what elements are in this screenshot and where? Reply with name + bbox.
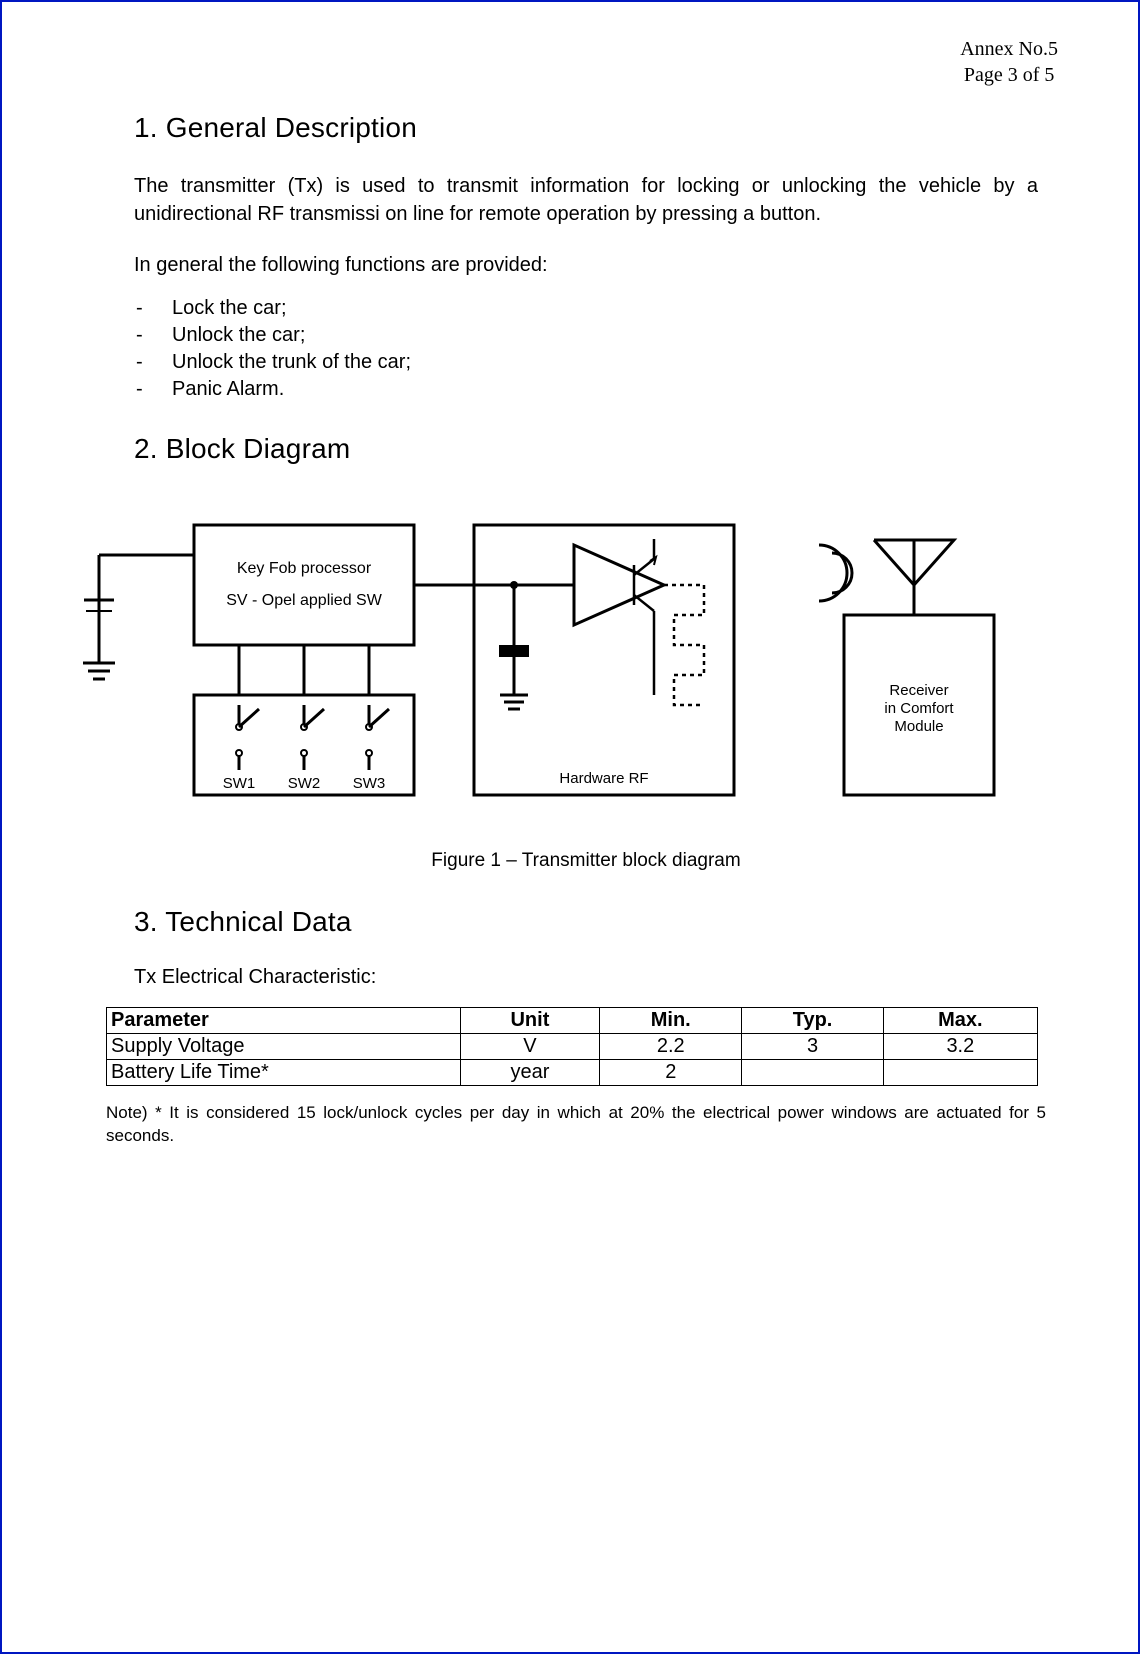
switch-2-label: SW2: [288, 775, 321, 792]
list-item: Unlock the car;: [134, 322, 1038, 349]
section-2-title: 2. Block Diagram: [134, 433, 1038, 465]
column-header: Unit: [460, 1008, 599, 1034]
column-header: Typ.: [742, 1008, 883, 1034]
table-cell: 3: [742, 1034, 883, 1060]
annex-label: Annex No.5: [960, 36, 1058, 62]
receiver-label-2: in Comfort: [884, 700, 954, 717]
list-item: Panic Alarm.: [134, 376, 1038, 403]
list-item: Lock the car;: [134, 295, 1038, 322]
page-frame: Annex No.5 Page 3 of 5 1. General Descri…: [0, 0, 1140, 1654]
switch-1-label: SW1: [223, 775, 256, 792]
column-header: Min.: [600, 1008, 742, 1034]
list-item: Unlock the trunk of the car;: [134, 349, 1038, 376]
content-area: 1. General Description The transmitter (…: [134, 112, 1038, 1148]
figure-caption: Figure 1 – Transmitter block diagram: [134, 850, 1038, 872]
function-list: Lock the car; Unlock the car; Unlock the…: [134, 295, 1038, 403]
processor-label-1: Key Fob processor: [237, 560, 372, 577]
hardware-rf-label: Hardware RF: [559, 770, 648, 787]
section-1-paragraph-1: The transmitter (Tx) is used to transmit…: [134, 172, 1038, 228]
table-cell: V: [460, 1034, 599, 1060]
technical-data-table: Parameter Unit Min. Typ. Max. Supply Vol…: [106, 1007, 1038, 1086]
table-cell: Supply Voltage: [107, 1034, 461, 1060]
table-cell: 3.2: [883, 1034, 1037, 1060]
switch-3-label: SW3: [353, 775, 386, 792]
table-cell: Battery Life Time*: [107, 1060, 461, 1086]
column-header: Max.: [883, 1008, 1037, 1034]
table-cell: [883, 1060, 1037, 1086]
receiver-label-1: Receiver: [889, 682, 948, 699]
table-cell: 2.2: [600, 1034, 742, 1060]
column-header: Parameter: [107, 1008, 461, 1034]
table-row: Battery Life Time* year 2: [107, 1060, 1038, 1086]
table-cell: 2: [600, 1060, 742, 1086]
section-1-title: 1. General Description: [134, 112, 1038, 144]
page-header: Annex No.5 Page 3 of 5: [960, 36, 1058, 88]
section-3-title: 3. Technical Data: [134, 906, 1038, 938]
table-row: Supply Voltage V 2.2 3 3.2: [107, 1034, 1038, 1060]
table-cell: [742, 1060, 883, 1086]
table-note: Note) * It is considered 15 lock/unlock …: [106, 1102, 1046, 1148]
receiver-label-3: Module: [894, 718, 943, 735]
page-number: Page 3 of 5: [960, 62, 1058, 88]
section-1-paragraph-2: In general the following functions are p…: [134, 254, 1038, 277]
table-cell: year: [460, 1060, 599, 1086]
block-diagram: Key Fob processor SV - Opel applied SW H…: [74, 495, 1078, 830]
processor-label-2: SV - Opel applied SW: [226, 592, 383, 609]
table-header-row: Parameter Unit Min. Typ. Max.: [107, 1008, 1038, 1034]
section-3-subheading: Tx Electrical Characteristic:: [134, 966, 1038, 989]
